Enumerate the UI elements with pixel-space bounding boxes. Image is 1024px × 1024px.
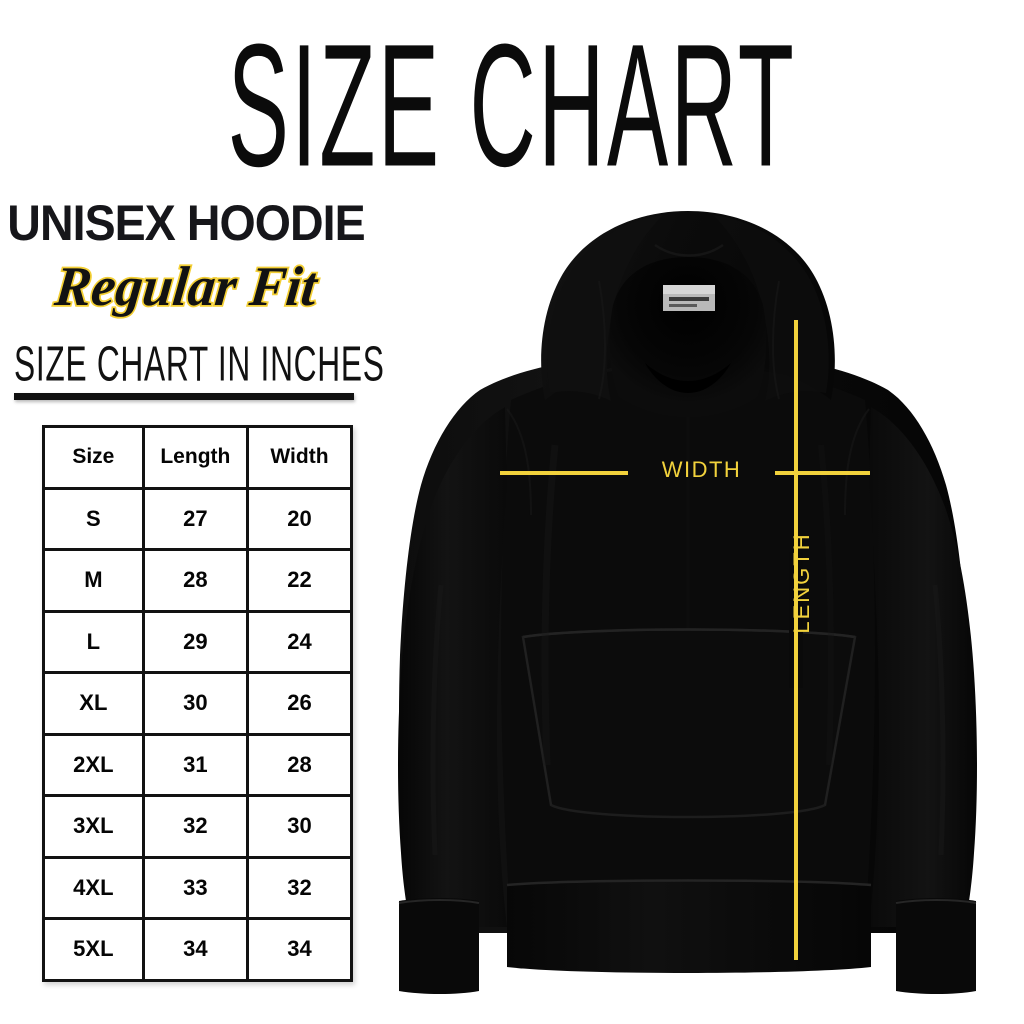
- product-fit: Regular Fit: [50, 254, 321, 319]
- hood-fold-3: [772, 280, 780, 400]
- table-header-row: Size Length Width: [42, 425, 354, 490]
- page-title: SIZE CHART: [227, 8, 797, 204]
- table-row: L 29 24: [42, 609, 354, 674]
- hood-fold-2: [598, 280, 606, 400]
- table-row: S 27 20: [42, 486, 354, 551]
- size-chart-table: Size Length Width S 27 20 M 28 22 L 29 2…: [42, 425, 354, 982]
- sleeve-fold-left: [430, 584, 444, 856]
- cell-size: 5XL: [42, 917, 145, 982]
- column-header-width: Width: [245, 425, 354, 490]
- table-row: 4XL 33 32: [42, 855, 354, 920]
- right-cuff-seam: [895, 899, 977, 904]
- hood-flap-right: [713, 215, 829, 401]
- cell-width: 30: [245, 794, 354, 859]
- units-heading: SIZE CHART IN INCHES: [14, 337, 385, 392]
- left-sleeve-cuff: [399, 898, 479, 994]
- fabric-highlight-right: [818, 444, 834, 766]
- cell-size: 4XL: [42, 855, 145, 920]
- cell-length: 34: [141, 917, 249, 982]
- pocket-top-seam: [522, 628, 856, 639]
- cell-width: 34: [245, 917, 354, 982]
- shoulder-seam-right: [844, 408, 870, 516]
- cell-length: 27: [141, 486, 249, 551]
- hood-fold-1: [654, 243, 724, 257]
- cell-length: 30: [141, 671, 249, 736]
- hoodie-left-sleeve: [398, 407, 507, 927]
- neck-opening: [645, 363, 731, 393]
- cell-length: 28: [141, 548, 249, 613]
- kangaroo-pocket: [521, 628, 857, 819]
- cell-length: 31: [141, 732, 249, 797]
- cell-length: 33: [141, 855, 249, 920]
- cell-size: 3XL: [42, 794, 145, 859]
- cell-size: S: [42, 486, 145, 551]
- waistband-top-seam: [506, 879, 872, 887]
- cell-length: 32: [141, 794, 249, 859]
- neck-brand-label: [663, 285, 715, 311]
- table-row: M 28 22: [42, 548, 354, 613]
- cell-width: 28: [245, 732, 354, 797]
- cell-size: L: [42, 609, 145, 674]
- cell-size: XL: [42, 671, 145, 736]
- units-heading-group: SIZE CHART IN INCHES: [14, 337, 385, 400]
- table-body: S 27 20 M 28 22 L 29 24 XL 30 26 2XL 31 …: [42, 486, 354, 982]
- hoodie-product-image: [355, 185, 995, 1005]
- table-row: 3XL 32 30: [42, 794, 354, 859]
- cell-width: 20: [245, 486, 354, 551]
- pocket-opening-left: [522, 636, 552, 806]
- product-name: UNISEX HOODIE: [7, 195, 365, 251]
- table-row: XL 30 26: [42, 671, 354, 736]
- cell-width: 32: [245, 855, 354, 920]
- cell-width: 26: [245, 671, 354, 736]
- column-header-length: Length: [141, 425, 249, 490]
- cell-width: 24: [245, 609, 354, 674]
- hoodie-waistband: [507, 880, 871, 973]
- left-cuff-seam: [398, 899, 480, 904]
- cell-length: 29: [141, 609, 249, 674]
- cell-size: 2XL: [42, 732, 145, 797]
- shoulder-seam-left: [506, 408, 532, 516]
- column-header-size: Size: [42, 425, 145, 490]
- hood-flap-left: [547, 215, 663, 401]
- hoodie-right-sleeve: [869, 407, 977, 927]
- cell-size: M: [42, 548, 145, 613]
- sleeve-fold-right: [932, 584, 946, 856]
- table-row: 2XL 31 28: [42, 732, 354, 797]
- units-heading-underline: [14, 393, 354, 400]
- pocket-opening-right: [824, 636, 856, 806]
- info-column: UNISEX HOODIE Regular Fit SIZE CHART IN …: [0, 195, 385, 400]
- cell-width: 22: [245, 548, 354, 613]
- hood-opening: [609, 257, 767, 417]
- table-row: 5XL 34 34: [42, 917, 354, 982]
- right-sleeve-cuff: [896, 898, 976, 994]
- fabric-highlight-left: [541, 444, 559, 766]
